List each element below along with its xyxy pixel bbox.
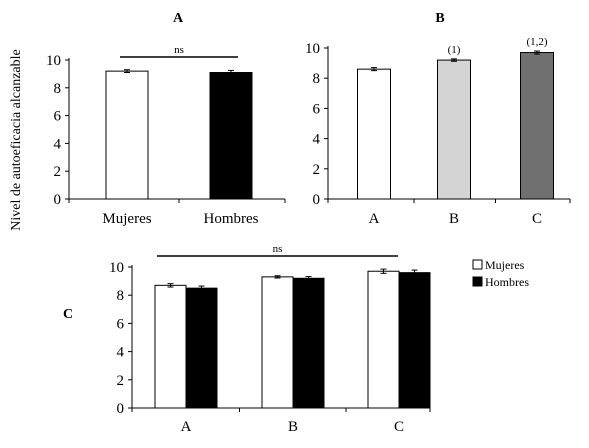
y-axis-label: Nivel de autoeficacia alcanzable — [9, 49, 24, 231]
y-tick-label: 2 — [54, 164, 62, 180]
bar — [105, 70, 149, 200]
y-tick-label: 0 — [117, 401, 125, 417]
y-tick-label: 2 — [117, 373, 125, 389]
y-tick-label: 4 — [54, 136, 62, 152]
bar — [357, 68, 391, 200]
legend-label: Mujeres — [485, 258, 525, 272]
y-tick-label: 8 — [313, 71, 321, 87]
x-tick-label: A — [181, 419, 192, 435]
x-tick-label: Hombres — [204, 211, 259, 227]
bar — [292, 277, 325, 409]
panel-label: C — [63, 307, 73, 322]
bar — [261, 276, 294, 409]
y-tick-label: 6 — [117, 316, 125, 332]
panel-label: A — [173, 11, 184, 26]
bar — [154, 284, 187, 409]
x-tick-label: C — [394, 419, 404, 435]
panel-label: B — [435, 11, 444, 26]
panel-b-chart: B 0 2 4 6 8 10 A B C (1) (1,2) — [305, 11, 571, 227]
y-tick-label: 10 — [305, 41, 320, 57]
y-tick-label: 10 — [46, 53, 61, 69]
x-tick-label: Mujeres — [102, 211, 151, 227]
y-tick-label: 6 — [313, 101, 321, 117]
y-tick-label: 8 — [54, 81, 62, 97]
legend-swatch — [472, 259, 483, 270]
legend-swatch — [472, 276, 483, 287]
bar-label: (1) — [448, 44, 461, 56]
y-tick-label: 4 — [117, 345, 125, 361]
y-tick-label: 2 — [313, 162, 321, 178]
y-tick-label: 0 — [313, 192, 321, 208]
x-tick-label: B — [449, 211, 459, 227]
x-tick-label: A — [369, 211, 380, 227]
y-tick-label: 4 — [313, 132, 321, 148]
bar — [209, 72, 253, 200]
panel-c-chart: C 0 2 4 6 8 10 A B C Mujeres Hombres ns — [63, 243, 529, 435]
bar — [367, 270, 400, 409]
significance-label: ns — [273, 243, 283, 255]
y-tick-label: 8 — [117, 288, 125, 304]
y-tick-label: 10 — [109, 260, 124, 276]
significance-label: ns — [174, 44, 184, 56]
y-tick-label: 0 — [54, 192, 62, 208]
bar — [185, 287, 218, 409]
y-tick-label: 6 — [54, 109, 62, 125]
x-tick-label: B — [288, 419, 298, 435]
bar — [437, 59, 471, 200]
panel-a-chart: A 0 2 4 6 8 10 Mujeres Hombres ns — [46, 11, 286, 227]
bar — [520, 52, 554, 200]
x-tick-label: C — [532, 211, 542, 227]
bar-label: (1,2) — [526, 36, 547, 48]
bar — [398, 272, 431, 409]
legend-label: Hombres — [485, 275, 529, 289]
